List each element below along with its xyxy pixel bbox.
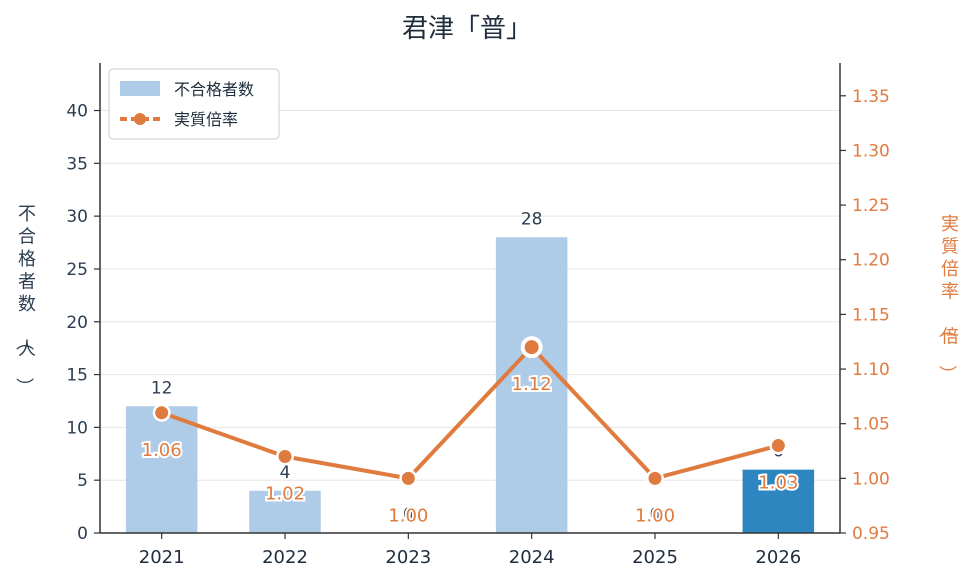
ratio-value-label: 1.06 [142,440,182,461]
bar-value-label: 4 [280,463,291,483]
ratio-series-line [160,345,779,481]
bars [125,237,815,534]
ratio-value-label: 1.02 [265,483,305,504]
ratio-value-label-halo: 1.12 [512,374,552,395]
y-tick-label-left: 40 [66,102,88,122]
bar [495,237,568,534]
y-tick-label-left: 20 [66,313,88,333]
y-tick-label-left: 10 [66,418,88,438]
y-tick-label-right: 1.15 [852,305,890,325]
ratio-value-label: 1.03 [758,473,798,494]
grid [100,110,840,534]
y-tick-label-right: 1.10 [852,360,890,380]
ratio-value-label: 1.00 [388,505,428,526]
ratio-marker [648,471,662,485]
ratio-line: 1.061.061.021.021.001.001.121.121.001.00… [140,336,800,528]
y-tick-label-left: 0 [77,524,88,544]
ratio-value-label-halo: 1.00 [388,505,428,526]
x-tick-label: 2025 [632,547,678,568]
y-tick-label-right: 1.25 [852,196,890,216]
ratio-value-label-halo: 1.03 [758,473,798,494]
y-tick-label-left: 35 [66,154,88,174]
y-tick-label-right: 1.35 [852,87,890,107]
bar-value-label: 0 [403,505,414,525]
axes [99,63,841,534]
y-tick-label-right: 1.30 [852,141,890,161]
bar [125,406,198,533]
ratio-value-label-halo: 1.06 [142,440,182,461]
y-tick-label-right: 1.05 [852,415,890,435]
legend: 不合格者数 実質倍率 [108,68,280,140]
ratio-value-label: 1.00 [635,505,675,526]
y-tick-label-left: 25 [66,260,88,280]
ratio-value-label-halo: 1.02 [265,483,305,504]
ratio-marker [155,406,169,420]
ratio-marker [401,471,415,485]
ratio-marker [524,340,539,355]
bar-labels: 12402806 [151,209,784,525]
chart-title: 君津「普」 [402,14,532,44]
legend-swatch-marker [134,113,146,125]
bar [249,490,321,533]
y-tick-label-left: 15 [66,366,88,386]
x-tick-label: 2022 [262,547,308,568]
bar-value-label: 12 [151,378,173,398]
ratio-value-label-halo: 1.00 [635,505,675,526]
bar [742,469,815,533]
ratio-value-label: 1.12 [512,374,552,395]
x-tick-label: 2021 [139,547,185,568]
y-tick-label-left: 5 [77,471,88,491]
ratio-marker [278,449,292,463]
y-axis-label-right: 実質倍率（倍） [936,214,959,383]
legend-swatch-bar [120,81,160,96]
y-tick-label-left: 30 [66,207,88,227]
x-tick-label: 2024 [509,547,555,568]
legend-label-bar: 不合格者数 [174,80,254,99]
legend-label-line: 実質倍率 [174,110,238,129]
ratio-marker [771,439,785,453]
y-tick-label-right: 1.00 [852,469,890,489]
x-tick-label: 2026 [755,547,801,568]
y-tick-label-right: 0.95 [852,524,890,544]
bar-value-label: 28 [521,209,543,229]
bar-value-label: 0 [650,505,661,525]
y-axis-label-left: 不合格者数（人） [13,204,36,396]
ticks: 05101520253035400.951.001.051.101.151.20… [66,87,890,568]
y-tick-label-right: 1.20 [852,251,890,271]
x-tick-label: 2023 [385,547,431,568]
